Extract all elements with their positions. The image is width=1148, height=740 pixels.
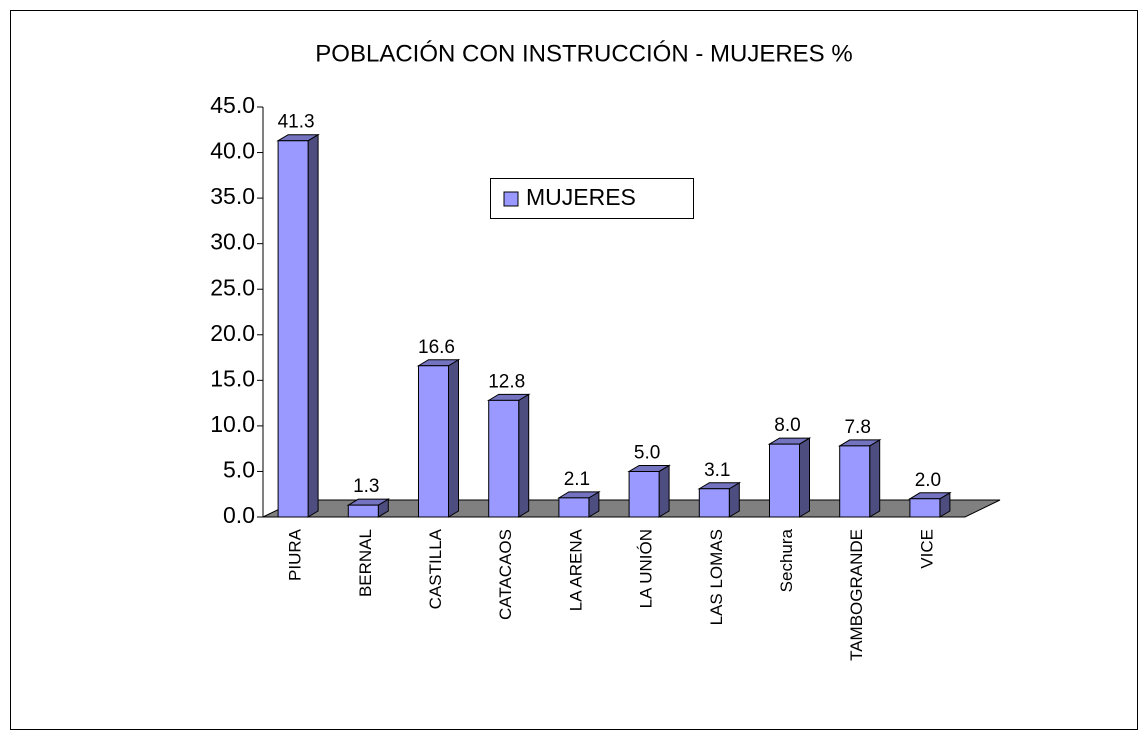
bar-front xyxy=(418,365,449,518)
value-label: 12.8 xyxy=(488,371,525,392)
bar xyxy=(837,439,882,518)
value-label: 5.0 xyxy=(634,442,660,463)
y-tick-label: 10.0 xyxy=(210,411,255,437)
bar-side xyxy=(658,464,670,518)
y-tick-label: 25.0 xyxy=(210,274,255,300)
bar-front xyxy=(488,399,520,518)
bar-front xyxy=(839,445,871,518)
bar-front xyxy=(277,140,309,518)
x-tick-label: LA ARENA xyxy=(566,528,585,611)
bar xyxy=(276,133,320,518)
bar xyxy=(767,437,812,518)
bar-front xyxy=(909,498,941,518)
bar xyxy=(416,358,461,518)
bar xyxy=(486,393,531,518)
value-label: 3.1 xyxy=(704,460,730,481)
bar xyxy=(697,481,742,518)
bar-front xyxy=(347,504,379,518)
x-tick-label: VICE xyxy=(917,529,936,569)
value-label: 2.1 xyxy=(564,469,590,490)
bar-side xyxy=(869,439,881,518)
y-tick-label: 20.0 xyxy=(210,320,255,346)
value-label: 41.3 xyxy=(278,112,315,133)
y-tick-label: 0.0 xyxy=(223,502,255,528)
bar xyxy=(627,464,671,518)
bar-front xyxy=(558,497,590,518)
x-tick-label: PIURA xyxy=(286,528,305,581)
bar xyxy=(346,498,391,518)
bar-front xyxy=(698,488,730,518)
value-label: 16.6 xyxy=(418,337,455,358)
bar-front xyxy=(628,470,660,518)
legend-swatch xyxy=(503,191,519,207)
x-tick-label: LAS LOMAS xyxy=(707,529,726,625)
x-tick-label: TAMBOGRANDE xyxy=(847,529,866,661)
x-tick-label: LA UNIÓN xyxy=(637,529,656,608)
x-tick-label: CATACAOS xyxy=(496,529,515,620)
legend-box xyxy=(490,178,694,219)
bar xyxy=(908,491,952,518)
bar-side xyxy=(799,437,810,518)
value-label: 7.8 xyxy=(844,417,870,438)
chart-frame xyxy=(10,10,1138,730)
value-label: 1.3 xyxy=(353,476,379,497)
y-tick-label: 30.0 xyxy=(210,229,255,255)
bar xyxy=(557,490,601,518)
value-label: 8.0 xyxy=(774,415,800,436)
chart-title: POBLACIÓN CON INSTRUCCIÓN - MUJERES % xyxy=(315,40,852,67)
x-tick-label: CASTILLA xyxy=(426,528,445,609)
y-tick-label: 45.0 xyxy=(210,92,255,118)
y-tick-label: 35.0 xyxy=(210,183,255,209)
legend-label: MUJERES xyxy=(526,184,636,210)
y-tick-label: 5.0 xyxy=(223,457,255,483)
x-tick-label: Sechura xyxy=(777,528,796,592)
bar-side xyxy=(448,358,459,518)
y-tick-label: 40.0 xyxy=(210,138,255,164)
y-tick-label: 15.0 xyxy=(210,365,255,391)
value-label: 2.0 xyxy=(915,470,941,491)
bar-side xyxy=(307,133,319,518)
bar-side xyxy=(518,393,530,518)
x-tick-label: BERNAL xyxy=(356,529,375,597)
bar-front xyxy=(769,443,800,518)
